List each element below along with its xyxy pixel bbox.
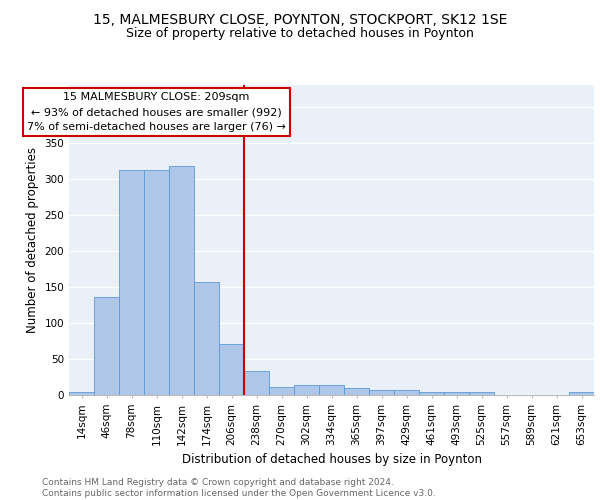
Bar bbox=[219, 344, 244, 395]
Bar bbox=[269, 387, 294, 395]
Text: Size of property relative to detached houses in Poynton: Size of property relative to detached ho… bbox=[126, 28, 474, 40]
Bar bbox=[144, 170, 169, 395]
Y-axis label: Number of detached properties: Number of detached properties bbox=[26, 147, 39, 333]
Bar bbox=[69, 392, 94, 395]
Bar bbox=[444, 392, 469, 395]
Bar bbox=[344, 388, 369, 395]
Bar bbox=[294, 385, 319, 395]
Text: 15 MALMESBURY CLOSE: 209sqm
← 93% of detached houses are smaller (992)
7% of sem: 15 MALMESBURY CLOSE: 209sqm ← 93% of det… bbox=[27, 92, 286, 132]
Text: 15, MALMESBURY CLOSE, POYNTON, STOCKPORT, SK12 1SE: 15, MALMESBURY CLOSE, POYNTON, STOCKPORT… bbox=[93, 12, 507, 26]
Bar bbox=[94, 297, 119, 395]
Bar bbox=[569, 392, 594, 395]
Bar bbox=[244, 371, 269, 395]
Bar bbox=[394, 390, 419, 395]
Bar bbox=[194, 282, 219, 395]
Bar bbox=[319, 385, 344, 395]
X-axis label: Distribution of detached houses by size in Poynton: Distribution of detached houses by size … bbox=[182, 453, 482, 466]
Bar bbox=[119, 170, 144, 395]
Bar bbox=[419, 392, 444, 395]
Bar bbox=[469, 392, 494, 395]
Bar bbox=[369, 390, 394, 395]
Bar bbox=[169, 166, 194, 395]
Text: Contains HM Land Registry data © Crown copyright and database right 2024.
Contai: Contains HM Land Registry data © Crown c… bbox=[42, 478, 436, 498]
